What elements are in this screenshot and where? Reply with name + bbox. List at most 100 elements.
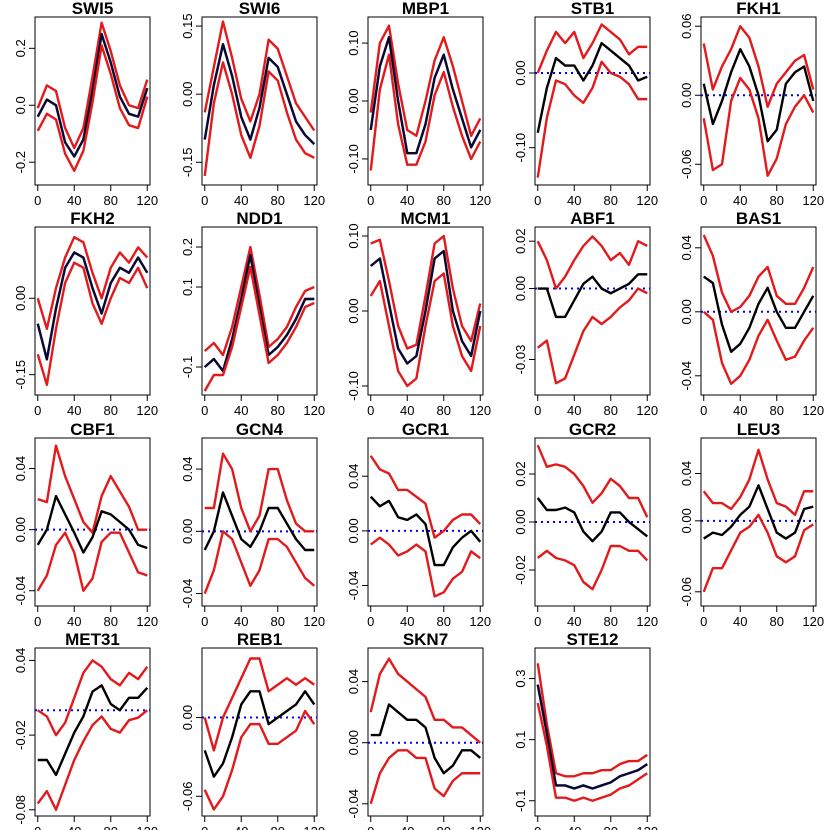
series-lower-line xyxy=(36,44,149,172)
x-tick-label: 80 xyxy=(437,193,451,208)
y-tick-label: -0.2 xyxy=(13,151,28,173)
plot-frame xyxy=(700,437,817,607)
panel-mbp1: MBP1 0 40 80 120 -0.10 0.00 0.10 xyxy=(346,0,491,208)
panel-title: FKH2 xyxy=(70,209,114,228)
y-tick-label: 0.02 xyxy=(513,461,528,486)
series-lower-line xyxy=(536,544,649,591)
series-lower-line xyxy=(370,536,481,598)
series-mean-line xyxy=(370,703,482,775)
y-tick-label: 0.00 xyxy=(180,519,195,544)
panel-ste12: STE12 0 40 80 120 -0.1 0.1 0.3 xyxy=(513,630,658,830)
x-tick-label: 80 xyxy=(770,403,784,418)
series-lower-line xyxy=(203,530,316,594)
series-mean-line xyxy=(369,249,482,365)
x-tick-label: 0 xyxy=(201,614,208,629)
series-mean-line xyxy=(703,275,815,353)
y-tick-label: 0.00 xyxy=(513,509,528,534)
x-tick-label: 40 xyxy=(567,614,581,629)
series-lower-line xyxy=(36,709,149,811)
x-tick-label: 80 xyxy=(271,614,285,629)
plot-frame xyxy=(201,647,318,817)
panel-swi5: SWI5 0 40 80 120 -0.2 0.0 0.2 xyxy=(13,0,158,208)
series-mean-line xyxy=(37,684,149,777)
panel-title: NDD1 xyxy=(236,209,282,228)
series-mean-line xyxy=(536,684,648,790)
plot-frame xyxy=(201,16,318,186)
x-tick-label: 0 xyxy=(700,403,707,418)
plot-frame xyxy=(34,226,151,396)
y-tick-label: 0.00 xyxy=(679,508,694,533)
series-group xyxy=(35,444,150,592)
series-group xyxy=(369,24,482,171)
x-tick-label: 40 xyxy=(234,614,248,629)
x-tick-label: 120 xyxy=(469,193,491,208)
plot-frame xyxy=(367,647,484,817)
series-group xyxy=(535,23,650,178)
series-upper-line xyxy=(536,23,648,74)
x-tick-label: 80 xyxy=(604,403,618,418)
x-tick-label: 40 xyxy=(234,193,248,208)
x-tick-label: 40 xyxy=(733,614,747,629)
x-tick-label: 120 xyxy=(303,824,325,830)
series-group xyxy=(203,20,316,177)
y-tick-label: 0.04 xyxy=(13,648,28,673)
series-upper-line xyxy=(369,24,482,137)
series-upper-line xyxy=(702,448,814,517)
y-tick-label: 0.00 xyxy=(346,730,361,755)
y-tick-label: 0.10 xyxy=(346,30,361,55)
series-group xyxy=(202,452,317,594)
y-tick-label: -0.1 xyxy=(180,356,195,378)
series-lower-line xyxy=(203,265,315,392)
x-tick-label: 120 xyxy=(802,193,824,208)
y-tick-label: -0.06 xyxy=(180,781,195,811)
series-upper-line xyxy=(702,234,815,313)
y-tick-label: -0.02 xyxy=(13,720,28,750)
x-tick-label: 120 xyxy=(802,614,824,629)
panel-title: STB1 xyxy=(571,0,614,18)
series-group xyxy=(36,21,149,172)
y-tick-label: 0.00 xyxy=(13,286,28,311)
y-tick-label: -0.1 xyxy=(513,790,528,812)
x-tick-label: 0 xyxy=(367,193,374,208)
y-tick-label: 0.00 xyxy=(13,517,28,542)
series-upper-line xyxy=(369,657,482,744)
series-lower-line xyxy=(537,287,648,385)
x-tick-label: 120 xyxy=(303,614,325,629)
series-mean-line xyxy=(203,491,315,552)
series-mean-line xyxy=(36,32,149,158)
x-tick-label: 40 xyxy=(234,403,248,418)
x-tick-label: 80 xyxy=(437,403,451,418)
y-tick-label: 0.00 xyxy=(346,518,361,543)
x-tick-label: 0 xyxy=(201,193,208,208)
series-lower-line xyxy=(203,709,316,811)
series-mean-line xyxy=(703,484,814,540)
series-lower-line xyxy=(36,261,149,387)
x-tick-label: 40 xyxy=(67,193,81,208)
series-upper-line xyxy=(536,444,649,518)
panel-cbf1: CBF1 0 40 80 120 -0.04 0.00 0.04 xyxy=(13,420,158,629)
series-lower-line xyxy=(702,76,815,177)
plot-frame xyxy=(201,437,318,607)
panel-title: MCM1 xyxy=(400,209,450,228)
x-tick-label: 0 xyxy=(534,193,541,208)
x-tick-label: 120 xyxy=(303,403,325,418)
panel-gcn4: GCN4 0 40 80 120 -0.04 0.00 0.04 xyxy=(180,420,325,629)
x-tick-label: 0 xyxy=(367,824,374,830)
x-tick-label: 40 xyxy=(400,614,414,629)
series-group xyxy=(203,245,315,392)
y-tick-label: 0.00 xyxy=(346,88,361,113)
x-tick-label: 0 xyxy=(367,403,374,418)
series-upper-line xyxy=(37,444,148,534)
series-mean-line xyxy=(369,36,482,155)
x-tick-label: 120 xyxy=(136,614,158,629)
x-tick-label: 80 xyxy=(271,824,285,830)
series-lower-line xyxy=(702,513,814,593)
y-tick-label: 0.06 xyxy=(679,14,694,39)
x-tick-label: 80 xyxy=(770,193,784,208)
y-tick-label: 0.00 xyxy=(679,299,694,324)
series-group xyxy=(701,448,816,593)
x-tick-label: 40 xyxy=(400,403,414,418)
y-tick-label: 0.3 xyxy=(513,670,528,688)
plot-frame xyxy=(34,437,151,607)
